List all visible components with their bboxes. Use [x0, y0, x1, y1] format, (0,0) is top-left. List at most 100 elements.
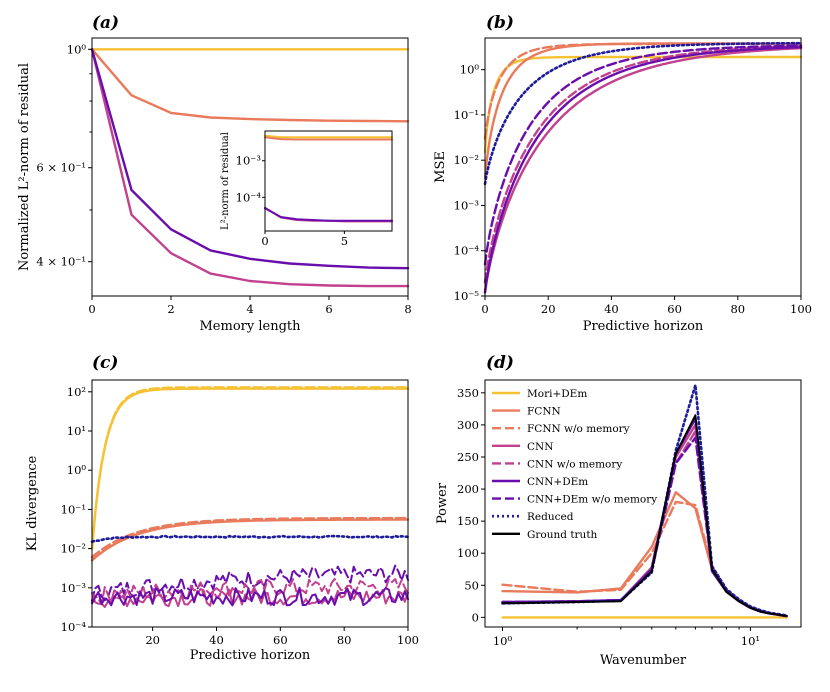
x-tick-label-b: 40: [604, 302, 619, 316]
legend-label-mori-dem: Mori+DEm: [527, 388, 587, 400]
x-tick-label-b: 60: [667, 302, 682, 316]
y-tick-label-d: 150: [457, 514, 479, 528]
y-axis-label-b: MSE: [433, 151, 448, 183]
inset-y-tick-label: 10⁻³: [236, 154, 262, 168]
y-tick-label-b: 10⁻⁵: [454, 289, 480, 303]
y-tick-label-b: 10⁰: [460, 63, 480, 77]
x-tick-label-a: 2: [167, 302, 174, 316]
inset-frame: [264, 130, 393, 232]
y-axis-label-c: KL divergence: [25, 455, 40, 551]
inset-x-tick-label: 0: [261, 234, 268, 248]
y-tick-label-d: 0: [472, 610, 479, 624]
x-axis-label-d: Wavenumber: [600, 653, 687, 668]
line-b-cnn: [483, 46, 803, 294]
line-c-fcnn-w-o-memory: [90, 516, 410, 559]
legend-label-ground-truth: Ground truth: [527, 529, 598, 541]
legend-label-reduced: Reduced: [527, 511, 574, 523]
y-tick-label-b: 10⁻³: [454, 198, 480, 212]
line-b-cnn-dem-w-o-memory: [483, 44, 803, 266]
panel-d-chart: 10⁰ 10¹ 0 50 100 150 200 250 300 350 Wavenumber Pow…: [435, 379, 802, 668]
line-b-fcnn-w-o-memory: [483, 42, 803, 140]
y-tick-label-a: 4 × 10⁻¹: [36, 255, 86, 269]
y-tick-label-c: 10⁰: [67, 463, 87, 477]
y-tick-label-c: 10⁻²: [61, 542, 86, 556]
y-tick-label-a: 6 × 10⁻¹: [36, 161, 86, 175]
line-b-mori-dem: [483, 55, 803, 154]
x-tick-label-c: 40: [209, 633, 224, 647]
y-tick-label-b: 10⁻⁴: [454, 244, 480, 258]
line-a-cnn-dem: [90, 48, 410, 270]
axes-frame-b: [484, 37, 802, 297]
legend-label-cnn-dem-w-o-memory: CNN+DEm w/o memory: [527, 494, 657, 506]
y-tick-label-d: 200: [457, 482, 479, 496]
y-tick-label-d: 350: [457, 386, 479, 400]
panel-a-chart: 0 2 4 6 8 4 × 10⁻¹ 6 × 10⁻¹ 10⁰ Memory length Nor…: [17, 37, 412, 334]
y-tick-label-c: 10¹: [67, 424, 86, 438]
line-c-mori-dem-w-o-memory: [90, 386, 410, 550]
y-tick-label-d: 300: [457, 418, 479, 432]
legend-label-cnn-w-o-memory: CNN w/o memory: [527, 458, 622, 470]
line-b-reduced: [483, 41, 803, 186]
inset-y-tick-label: 10⁻⁴: [236, 190, 262, 204]
panel-b-label: (b): [486, 13, 514, 33]
panel-d-label: (d): [486, 353, 514, 373]
x-tick-label-a: 4: [246, 302, 253, 316]
line-c-mori-dem: [90, 387, 410, 550]
inset-line-cnn-dem: [264, 207, 393, 222]
panel-a-label: (a): [92, 13, 119, 33]
y-tick-label-a: 10⁰: [67, 42, 87, 56]
y-tick-label-d: 50: [464, 578, 479, 592]
x-tick-label-c: 100: [397, 633, 419, 647]
x-tick-label-b: 20: [541, 302, 556, 316]
x-tick-label-a: 8: [404, 302, 411, 316]
x-axis-label-c: Predictive horizon: [190, 648, 311, 663]
line-d-ground-truth: [501, 414, 788, 618]
inset-background: [265, 131, 392, 231]
y-tick-label-c: 10²: [67, 385, 86, 399]
line-c-fcnn: [90, 518, 410, 562]
axes-frame-c: [91, 379, 409, 628]
panel-c-chart: 20 40 60 80 100 10⁻⁴ 10⁻³ 10⁻² 10⁻¹ 10⁰ 10¹ 10² Pred…: [25, 379, 419, 663]
x-tick-label-b: 80: [730, 302, 745, 316]
legend-label-cnn: CNN: [527, 441, 553, 453]
y-tick-label-c: 10⁻³: [61, 581, 87, 595]
x-tick-label-a: 6: [325, 302, 332, 316]
x-axis-label-a: Memory length: [200, 319, 302, 334]
line-b-cnn-dem: [483, 46, 803, 294]
x-tick-label-d: 10⁰: [493, 634, 513, 648]
x-axis-label-b: Predictive horizon: [583, 319, 704, 334]
line-a-cnn: [90, 48, 410, 288]
x-tick-label-a: 0: [88, 302, 95, 316]
inset-line-mori-dem: [264, 134, 393, 139]
x-tick-label-d: 10¹: [741, 634, 760, 648]
line-c-reduced: [90, 534, 410, 544]
panel-c-label: (c): [92, 353, 118, 373]
line-c-cnn-dem: [91, 586, 409, 607]
y-tick-label-d: 100: [457, 546, 479, 560]
y-tick-label-c: 10⁻⁴: [61, 620, 87, 634]
x-tick-label-b: 100: [790, 302, 812, 316]
x-tick-label-c: 20: [145, 633, 160, 647]
inset-y-axis-label: L²-norm of residual: [220, 132, 231, 230]
y-tick-label-d: 250: [457, 450, 479, 464]
y-axis-label-d: Power: [435, 482, 450, 524]
legend-label-fcnn-w-o-memory: FCNN w/o memory: [527, 423, 630, 435]
x-tick-label-c: 60: [273, 633, 288, 647]
line-c-cnn-dem-w-o-memory: [91, 564, 409, 602]
panel-b-chart: 0 20 40 60 80 100 10⁻⁵ 10⁻⁴ 10⁻³ 10⁻² 10⁻¹ 10⁰ Predi…: [433, 37, 812, 334]
x-tick-label-b: 0: [481, 302, 488, 316]
line-b-cnn-w-o-memory: [483, 45, 803, 284]
axes-frame-d: [484, 379, 802, 628]
y-tick-label-c: 10⁻¹: [61, 502, 86, 516]
line-a-fcnn: [90, 48, 410, 123]
inset-line-fcnn: [264, 136, 393, 141]
legend-label-cnn-dem: CNN+DEm: [527, 476, 588, 488]
legend-label-fcnn: FCNN: [527, 406, 561, 418]
legend-d: Mori+DEm FCNN FCNN w/o memory CNN CNN w/o me…: [492, 388, 657, 541]
y-tick-label-b: 10⁻²: [454, 153, 479, 167]
y-tick-label-b: 10⁻¹: [454, 108, 479, 122]
line-c-cnn: [91, 587, 409, 608]
x-tick-label-c: 80: [337, 633, 352, 647]
y-axis-label-a: Normalized L²-norm of residual: [17, 63, 32, 271]
